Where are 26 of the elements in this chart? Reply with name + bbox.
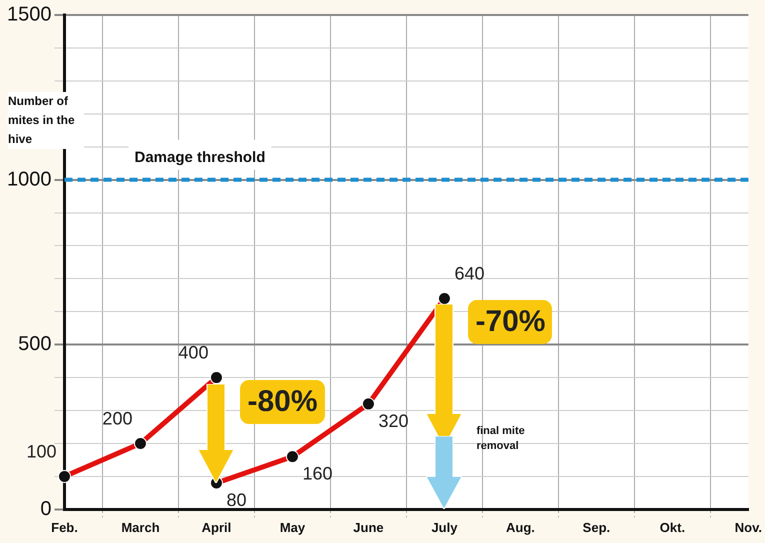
- x-tick-label: June: [353, 520, 384, 535]
- x-tick-label: Nov.: [734, 520, 762, 535]
- x-tick-label: Sep.: [582, 520, 610, 535]
- x-tick-label: March: [121, 520, 160, 535]
- annotation: -80%: [240, 380, 325, 424]
- x-tick-label: July: [431, 520, 458, 535]
- annotation: final mite removal: [476, 424, 526, 454]
- x-tick-label: April: [202, 520, 232, 535]
- y-tick-label: 0: [40, 498, 52, 520]
- y-tick-label: 1500: [6, 4, 52, 26]
- y-tick-label: 1000: [6, 168, 52, 190]
- ref-line-label: Damage threshold: [134, 148, 266, 166]
- x-tick-label: May: [280, 520, 306, 535]
- data-label: 320: [378, 410, 408, 431]
- data-label: 80: [226, 490, 246, 510]
- data-label: 400: [178, 342, 208, 363]
- x-tick-label: Okt.: [660, 520, 686, 535]
- data-label: 640: [454, 263, 484, 284]
- data-label: 200: [102, 408, 132, 428]
- data-label: 160: [302, 464, 333, 484]
- x-tick-label: Aug.: [506, 520, 535, 535]
- data-label: 100: [26, 441, 56, 462]
- x-tick-label: Feb.: [51, 520, 78, 535]
- annotation: -70%: [468, 300, 552, 344]
- y-axis-title: Number of mites in the hive: [8, 92, 84, 149]
- y-tick-label: 500: [18, 333, 52, 356]
